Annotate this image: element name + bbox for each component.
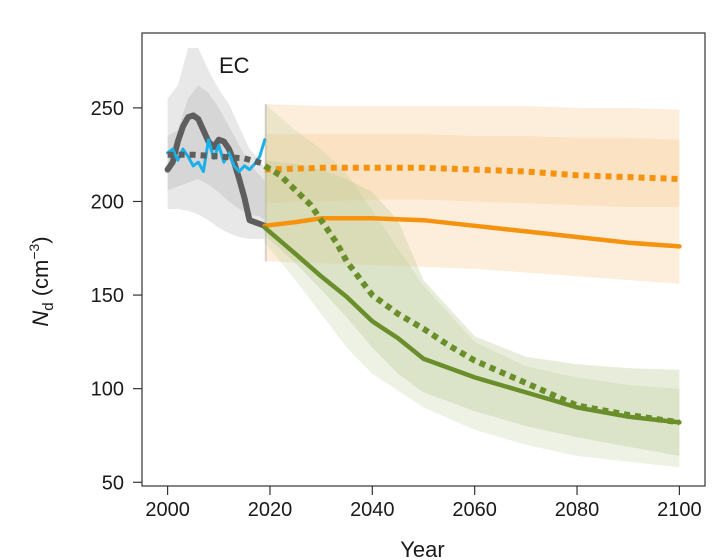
series-green-dotted <box>263 163 680 426</box>
y-tick-label-200: 200 <box>91 191 124 213</box>
y-axis-title-unit-close: ) <box>28 236 53 243</box>
panel-label: EC <box>219 53 250 78</box>
x-tick-label-2080: 2080 <box>555 499 600 521</box>
y-tick-label-100: 100 <box>91 379 124 401</box>
x-tick-label-2100: 2100 <box>657 499 702 521</box>
x-tick-label-2040: 2040 <box>350 499 395 521</box>
divider-band <box>264 104 267 262</box>
series-green-solid <box>262 225 682 425</box>
y-tick-label-150: 150 <box>91 285 124 307</box>
green-band-outer <box>264 104 680 468</box>
data-series <box>164 112 682 426</box>
plot-frame <box>141 32 706 487</box>
y-tick-label-50: 50 <box>102 472 124 494</box>
series-history-observed <box>166 138 267 173</box>
green-band-inner <box>264 160 680 457</box>
y-axis-title: Nd (cm−3) <box>26 236 57 326</box>
x-axis-title: Year <box>400 537 444 560</box>
series-orange-solid <box>262 216 682 249</box>
x-tick-label-2060: 2060 <box>452 499 497 521</box>
series-history-model <box>164 112 268 229</box>
orange-band-inner <box>264 134 680 208</box>
series-orange-dotted <box>264 164 680 182</box>
y-tick-label-250: 250 <box>91 98 124 120</box>
uncertainty-bands <box>167 48 680 468</box>
y-axis-title-unit: (cm <box>28 260 53 303</box>
x-tick-label-2000: 2000 <box>145 499 190 521</box>
y-axis-title-main: N <box>28 311 53 327</box>
axes: 2000 2020 2040 2060 2080 2100 50 100 150 200 250 <box>91 98 702 521</box>
x-tick-label-2020: 2020 <box>248 499 293 521</box>
y-axis-title-subscript: d <box>40 302 57 310</box>
y-axis-title-exponent: −3 <box>26 243 42 259</box>
